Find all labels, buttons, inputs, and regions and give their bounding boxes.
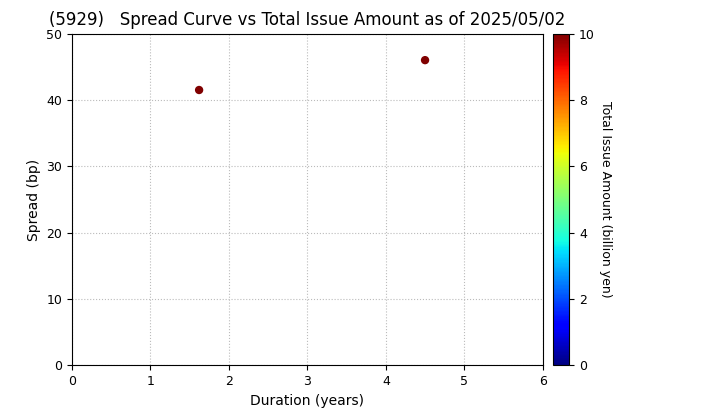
Y-axis label: Spread (bp): Spread (bp) — [27, 158, 41, 241]
X-axis label: Duration (years): Duration (years) — [251, 394, 364, 408]
Y-axis label: Total Issue Amount (billion yen): Total Issue Amount (billion yen) — [598, 101, 612, 298]
Point — [419, 57, 431, 63]
Point — [194, 87, 205, 93]
Title: (5929)   Spread Curve vs Total Issue Amount as of 2025/05/02: (5929) Spread Curve vs Total Issue Amoun… — [49, 11, 565, 29]
